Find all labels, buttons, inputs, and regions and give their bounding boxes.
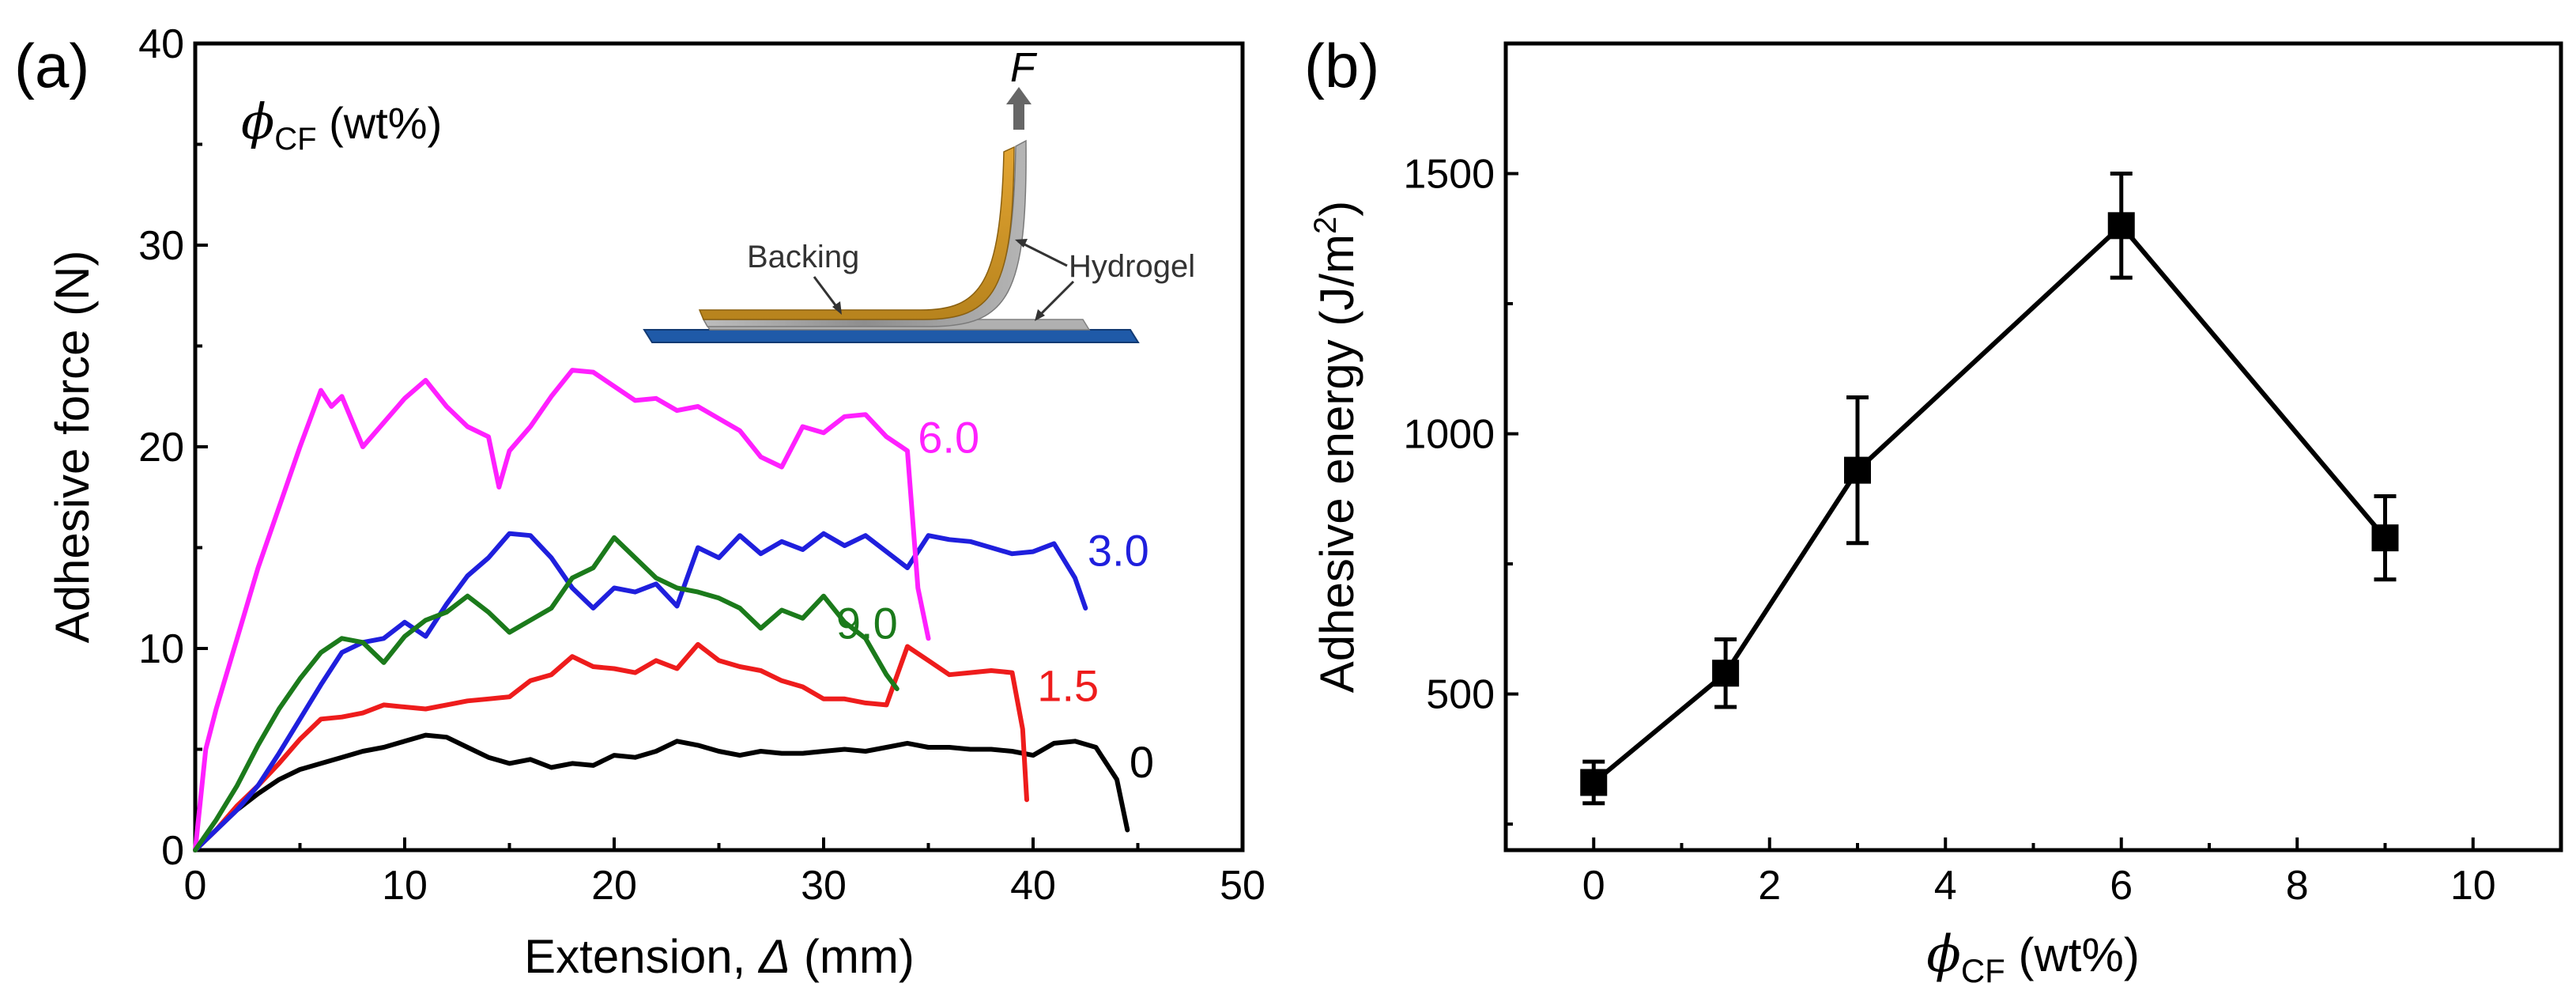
panel-a-y-axis-label: Adhesive force (N) xyxy=(46,251,99,644)
inset-substrate-plate xyxy=(643,329,1140,343)
panel-b-series xyxy=(1580,172,2399,806)
panel-a-y-tick-label: 20 xyxy=(138,425,184,471)
panel-a-x-tick-label: 0 xyxy=(184,863,207,909)
panel-b-x-tick-label: 0 xyxy=(1582,863,1605,909)
panel-a-series xyxy=(193,368,1130,852)
panel-b-data-point xyxy=(1580,769,1608,796)
panel-a-series-label-3.0: 3.0 xyxy=(1088,525,1149,575)
panel-a-series-label-6.0: 6.0 xyxy=(918,413,979,463)
peel-test-inset-diagram: F Backing Hydrogel xyxy=(643,45,1195,343)
panel-b-x-tick-label: 2 xyxy=(1758,863,1781,909)
panel-a-x-tick-label: 20 xyxy=(591,863,637,909)
panel-a-y-tick-label: 40 xyxy=(138,21,184,67)
inset-force-label: F xyxy=(1010,45,1038,91)
panel-b-x-tick-label: 10 xyxy=(2450,863,2496,909)
panel-a-y-tick-label: 10 xyxy=(138,626,184,672)
panel-b-y-axis-label: Adhesive energy (J/m2) xyxy=(1308,201,1363,694)
panel-a-series-line-3.0 xyxy=(193,531,1088,852)
inset-hydrogel-arrowhead-upper xyxy=(1015,239,1028,248)
panel-b-data-point xyxy=(2371,524,2399,552)
inset-hydrogel-arrowhead-lower xyxy=(1035,309,1045,321)
panel-b-adhesive-energy-chart: (b) 0 2 4 6 8 10 500 1000 1500 Adhesive energy … xyxy=(1304,31,2563,989)
inset-hydrogel-label: Hydrogel xyxy=(1069,249,1195,284)
panel-b-x-tick-label: 4 xyxy=(1934,863,1957,909)
panel-a-series-label-0: 0 xyxy=(1130,737,1154,787)
panel-b-data-point xyxy=(1844,456,1871,484)
panel-a-label: (a) xyxy=(14,31,89,100)
panel-a-series-label-1.5: 1.5 xyxy=(1037,660,1099,710)
panel-a-series-line-9.0 xyxy=(193,535,900,852)
panel-a-y-ticks: 0 10 20 30 40 xyxy=(138,21,208,874)
panel-b-data-point xyxy=(1712,660,1740,687)
panel-a-legend-title: ϕCF (wt%) xyxy=(241,93,442,157)
panel-a-y-tick-label: 0 xyxy=(161,828,184,874)
panel-b-axes-frame xyxy=(1503,41,2563,852)
inset-hydrogel-pointer-upper xyxy=(1017,240,1068,267)
panel-b-series-line xyxy=(1592,223,2387,784)
panel-a-x-axis-label: Extension, Δ (mm) xyxy=(524,930,915,983)
panel-a-x-tick-label: 30 xyxy=(801,863,847,909)
panel-a-series-line-0 xyxy=(193,732,1130,852)
panel-a-series-label-9.0: 9.0 xyxy=(836,598,898,648)
panel-b-y-tick-label: 1000 xyxy=(1403,412,1495,458)
inset-backing-arrowhead xyxy=(832,301,842,315)
panel-a-axes-frame xyxy=(193,41,1245,852)
panel-b-label: (b) xyxy=(1304,31,1379,100)
panel-b-y-tick-label: 1500 xyxy=(1403,152,1495,198)
panel-b-x-tick-label: 6 xyxy=(2110,863,2133,909)
panel-a-x-tick-label: 50 xyxy=(1220,863,1265,909)
inset-backing-label: Backing xyxy=(747,240,859,274)
panel-b-x-tick-label: 8 xyxy=(2286,863,2309,909)
panel-b-x-ticks: 0 2 4 6 8 10 xyxy=(1582,837,2496,909)
inset-hydrogel-pointer-lower xyxy=(1035,280,1075,319)
panel-b-y-ticks: 500 1000 1500 xyxy=(1403,42,1518,826)
panel-a-x-tick-label: 10 xyxy=(382,863,428,909)
inset-force-arrow-icon xyxy=(1006,87,1032,104)
panel-a-series-line-6.0 xyxy=(193,368,931,852)
panel-a-series-labels: 0 1.5 3.0 6.0 9.0 xyxy=(836,413,1154,788)
panel-a-y-tick-label: 30 xyxy=(138,223,184,269)
panel-b-x-axis-label: ϕCF (wt%) xyxy=(1926,925,2140,989)
inset-backing-layer xyxy=(698,146,1015,320)
panel-a-x-ticks: 0 10 20 30 40 50 xyxy=(184,837,1265,909)
panel-b-data-point xyxy=(2107,212,2135,240)
panel-a-series-line-1.5 xyxy=(193,641,1029,852)
inset-force-arrow-shaft xyxy=(1013,101,1024,130)
panel-a-x-tick-label: 40 xyxy=(1010,863,1056,909)
panel-b-y-tick-label: 500 xyxy=(1426,672,1495,718)
